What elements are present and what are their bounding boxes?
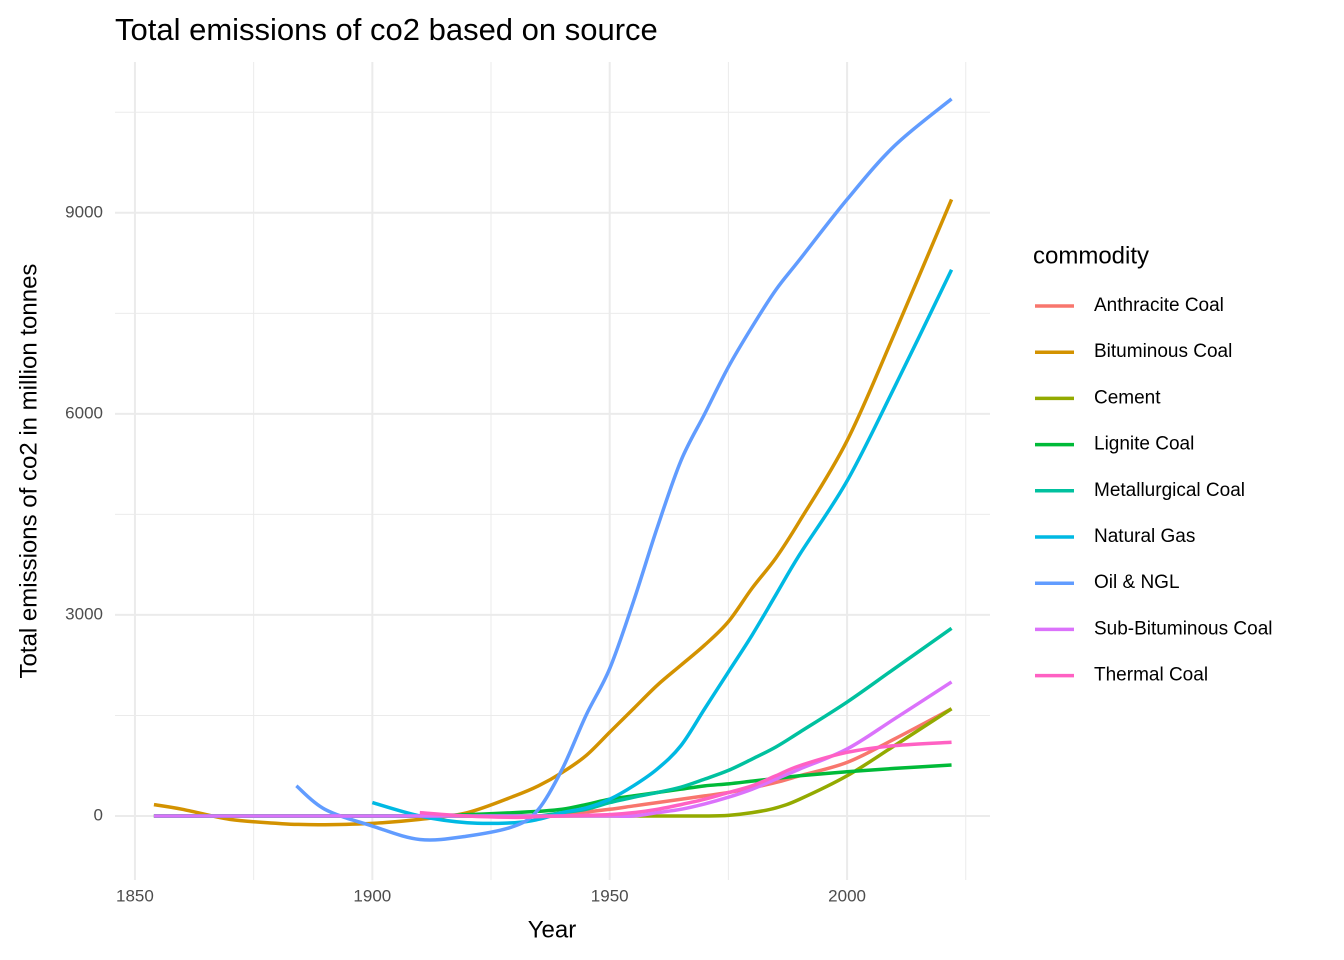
x-tick-label: 2000 xyxy=(828,886,866,905)
x-tick-label: 1900 xyxy=(353,886,391,905)
line xyxy=(371,269,954,826)
x-tick-label: 1950 xyxy=(591,886,629,905)
y-tick-label: 6000 xyxy=(65,403,103,422)
y-axis-title: Total emissions of co2 in million tonnes xyxy=(15,264,42,679)
legend-title: commodity xyxy=(1033,242,1149,269)
x-tick-label: 1850 xyxy=(116,886,154,905)
legend-label: Lignite Coal xyxy=(1094,434,1194,455)
line xyxy=(153,707,953,818)
legend-label: Cement xyxy=(1094,387,1161,408)
legend-label: Sub-Bituminous Coal xyxy=(1094,618,1272,639)
y-tick-label: 0 xyxy=(94,805,103,824)
x-axis-title: Year xyxy=(528,916,577,943)
legend-label: Oil & NGL xyxy=(1094,572,1180,593)
line xyxy=(153,707,953,818)
y-tick-label: 9000 xyxy=(65,202,103,221)
legend-label: Natural Gas xyxy=(1094,526,1195,547)
legend-label: Bituminous Coal xyxy=(1094,341,1232,362)
legend-label: Thermal Coal xyxy=(1094,665,1208,686)
line xyxy=(295,97,953,842)
line xyxy=(419,740,952,820)
chart-title: Total emissions of co2 based on source xyxy=(115,12,658,47)
y-tick-label: 3000 xyxy=(65,604,103,623)
legend-label: Metallurgical Coal xyxy=(1094,480,1245,501)
legend-label: Anthracite Coal xyxy=(1094,295,1224,316)
line xyxy=(153,198,954,827)
line xyxy=(153,680,953,818)
